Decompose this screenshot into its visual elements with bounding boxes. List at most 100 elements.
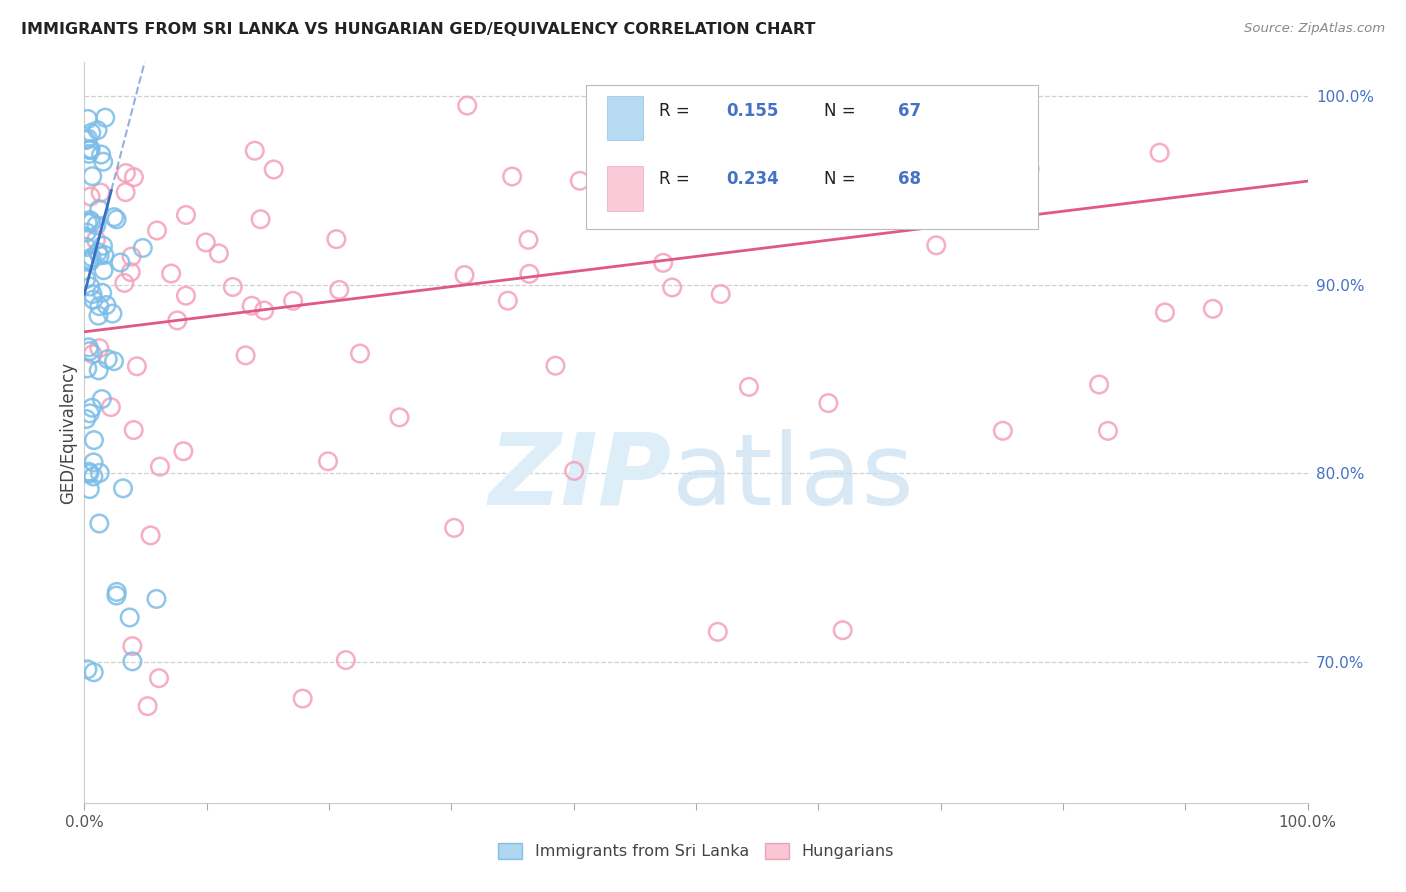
Point bbox=[96, 298, 118, 312]
Point bbox=[194, 235, 217, 250]
Point bbox=[562, 464, 585, 478]
Text: 0.155: 0.155 bbox=[727, 102, 779, 120]
Point bbox=[222, 280, 245, 294]
Text: 0.234: 0.234 bbox=[727, 169, 779, 188]
Point bbox=[335, 653, 357, 667]
Point bbox=[80, 126, 103, 140]
Point bbox=[91, 154, 114, 169]
Point bbox=[75, 412, 97, 426]
Point bbox=[79, 279, 101, 293]
Point bbox=[80, 142, 103, 156]
Point bbox=[111, 481, 134, 495]
Point bbox=[661, 280, 683, 294]
Point bbox=[328, 283, 350, 297]
Point bbox=[89, 466, 111, 480]
Point bbox=[80, 215, 103, 229]
Point bbox=[86, 219, 108, 233]
Point bbox=[166, 313, 188, 327]
Point bbox=[172, 444, 194, 458]
Point bbox=[501, 169, 523, 184]
Point bbox=[174, 288, 197, 302]
Point bbox=[77, 340, 100, 354]
Point bbox=[82, 287, 104, 301]
Text: Source: ZipAtlas.com: Source: ZipAtlas.com bbox=[1244, 22, 1385, 36]
Y-axis label: GED/Equivalency: GED/Equivalency bbox=[59, 361, 77, 504]
Point bbox=[89, 299, 111, 313]
FancyBboxPatch shape bbox=[586, 85, 1039, 229]
Point bbox=[87, 309, 110, 323]
Point bbox=[75, 272, 97, 286]
Point bbox=[121, 654, 143, 668]
Legend: Immigrants from Sri Lanka, Hungarians: Immigrants from Sri Lanka, Hungarians bbox=[492, 837, 900, 866]
Point bbox=[91, 285, 114, 300]
Point bbox=[79, 344, 101, 359]
Text: R =: R = bbox=[659, 102, 696, 120]
Point bbox=[80, 250, 103, 264]
Point bbox=[79, 482, 101, 496]
Point bbox=[80, 401, 103, 415]
Point bbox=[1154, 305, 1177, 319]
Point bbox=[925, 238, 948, 252]
Point bbox=[79, 143, 101, 157]
Point bbox=[991, 424, 1014, 438]
Point bbox=[1018, 161, 1040, 176]
Point bbox=[496, 293, 519, 308]
Point bbox=[84, 233, 107, 247]
Point bbox=[249, 212, 271, 227]
Text: ZIP: ZIP bbox=[488, 428, 672, 525]
Point bbox=[79, 254, 101, 268]
Point bbox=[115, 166, 138, 180]
Point bbox=[90, 186, 112, 200]
Point bbox=[87, 363, 110, 377]
Point bbox=[79, 406, 101, 420]
Point bbox=[110, 255, 132, 269]
Point bbox=[1097, 424, 1119, 438]
Point bbox=[544, 359, 567, 373]
Point bbox=[76, 226, 98, 240]
Point bbox=[82, 293, 104, 307]
FancyBboxPatch shape bbox=[606, 166, 644, 211]
Point bbox=[87, 245, 110, 260]
Text: N =: N = bbox=[824, 102, 862, 120]
Point bbox=[652, 256, 675, 270]
Point bbox=[125, 359, 148, 374]
Point bbox=[89, 341, 111, 355]
Point bbox=[91, 238, 114, 252]
Point bbox=[79, 143, 101, 157]
Point bbox=[77, 146, 100, 161]
Point bbox=[1202, 301, 1225, 316]
Point bbox=[831, 624, 853, 638]
Point bbox=[77, 131, 100, 145]
Point bbox=[148, 671, 170, 685]
Point bbox=[105, 212, 128, 227]
Point bbox=[291, 691, 314, 706]
Text: atlas: atlas bbox=[672, 428, 912, 525]
Point bbox=[93, 263, 115, 277]
Point bbox=[263, 162, 285, 177]
Point bbox=[738, 380, 761, 394]
Point bbox=[349, 346, 371, 360]
Point bbox=[75, 240, 97, 254]
Point bbox=[609, 200, 631, 214]
Text: IMMIGRANTS FROM SRI LANKA VS HUNGARIAN GED/EQUIVALENCY CORRELATION CHART: IMMIGRANTS FROM SRI LANKA VS HUNGARIAN G… bbox=[21, 22, 815, 37]
Point bbox=[174, 208, 197, 222]
Point bbox=[139, 528, 162, 542]
Point bbox=[79, 213, 101, 227]
Point bbox=[114, 185, 136, 199]
Point bbox=[82, 347, 104, 361]
Point bbox=[101, 307, 124, 321]
Point bbox=[208, 246, 231, 260]
Point bbox=[76, 361, 98, 376]
Point bbox=[77, 465, 100, 479]
Text: 67: 67 bbox=[898, 102, 921, 120]
Point bbox=[136, 699, 159, 714]
Point bbox=[316, 454, 339, 468]
Point bbox=[121, 250, 143, 264]
Point bbox=[89, 516, 111, 531]
Point bbox=[121, 639, 143, 653]
Point bbox=[90, 392, 112, 406]
Point bbox=[103, 210, 125, 224]
Point bbox=[100, 400, 122, 414]
Point bbox=[118, 610, 141, 624]
Point bbox=[94, 111, 117, 125]
